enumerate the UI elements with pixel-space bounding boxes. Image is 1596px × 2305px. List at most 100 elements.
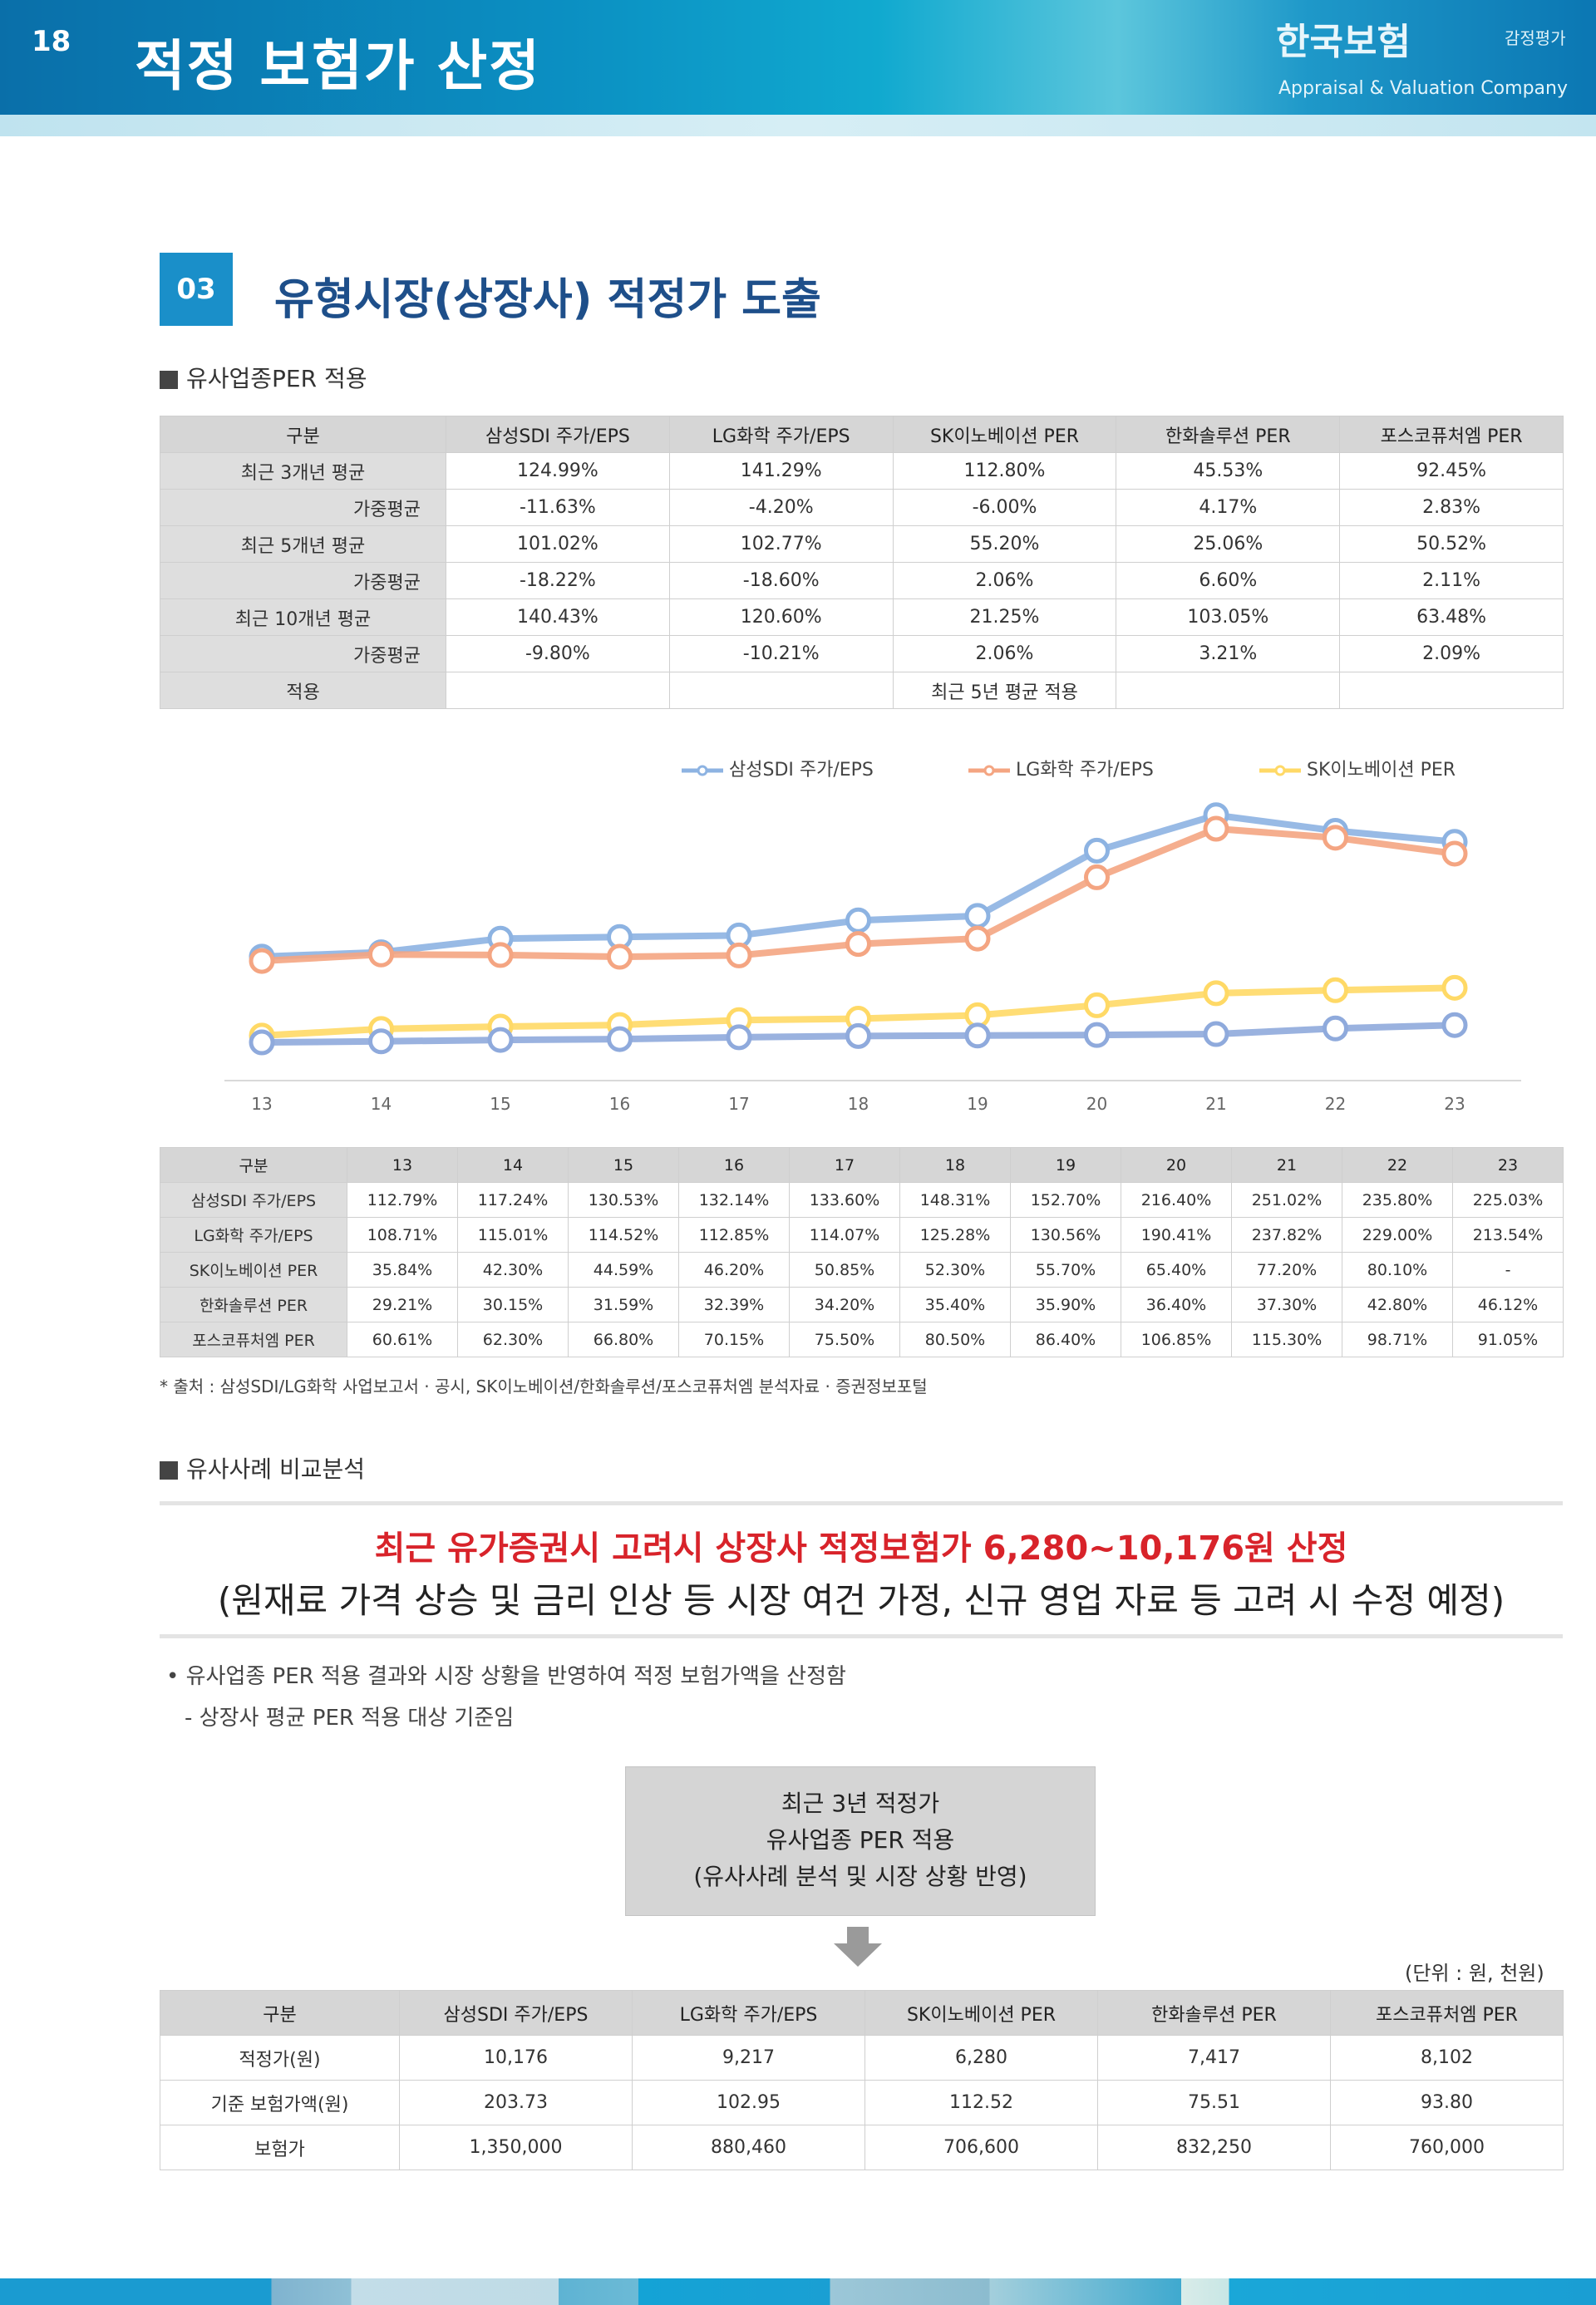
legend-line-icon [968,765,1010,776]
table-cell: 98.71% [1342,1322,1453,1357]
table-cell: 37.30% [1231,1287,1342,1322]
table-cell: 55.70% [1010,1252,1121,1288]
table-cell: 112.79% [347,1182,458,1218]
table-cell: 102.77% [668,525,894,563]
table-cell: 4.17% [1116,489,1341,526]
data-point [368,941,394,968]
table-row: 한화솔루션 PER 29.21% 30.15% 31.59% 32.39% 34.20% 3… [160,1287,1564,1322]
row-label-cell: 가중평균 [160,635,446,672]
data-point [964,903,991,929]
table-cell: 44.59% [568,1252,679,1288]
x-tick-label: 22 [1325,1094,1346,1114]
table-cell: 2.83% [1339,489,1564,526]
section-title: 유형시장(상장사) 적정가 도출 [274,275,821,325]
data-point [487,1027,514,1053]
table-header-cell: 15 [568,1147,679,1183]
table-row: 포스코퓨처엠 PER 60.61% 62.30% 66.80% 70.15% 75.50%… [160,1322,1564,1357]
data-point [1441,840,1468,867]
legend-label: SK이노베이션 PER [1307,760,1456,781]
table-cell: 140.43% [446,598,670,636]
table-cell: 251.02% [1231,1182,1342,1218]
data-point [726,1024,752,1051]
x-tick-label: 20 [1086,1094,1107,1114]
table-cell: 77.20% [1231,1252,1342,1288]
divider [160,1501,1563,1505]
table-cell: 30.15% [457,1287,569,1322]
page-title: 적정 보험가 산정 [135,34,541,98]
page-number: 18 [32,25,71,58]
table-cell: 63.48% [1339,598,1564,636]
table-cell: 8,102 [1330,2035,1564,2081]
x-tick-label: 16 [609,1094,630,1114]
table-cell: 36.40% [1121,1287,1232,1322]
table-header-cell: 구분 [160,1147,347,1183]
data-point [607,1026,633,1052]
table-cell: 9,217 [632,2035,865,2081]
table-cell: 152.70% [1010,1182,1121,1218]
legend-label: 삼성SDI 주가/EPS [729,760,874,781]
bullet-text: • 유사업종 PER 적용 결과와 시장 상황을 반영하여 적정 보험가액을 산… [166,1664,846,1689]
table-cell: 148.31% [899,1182,1011,1218]
table-cell: 1,350,000 [399,2125,633,2170]
table-cell: 80.10% [1342,1252,1453,1288]
table-cell: 35.84% [347,1252,458,1288]
table-cell: 229.00% [1342,1217,1453,1253]
legend-entry-sk: SK이노베이션 PER [1259,755,1456,781]
table-row: 가중평균 -11.63% -4.20% -6.00% 4.17% 2.83% [160,489,1564,526]
table-header-cell: 13 [347,1147,458,1183]
table-cell [1339,672,1564,709]
legend-label: LG화학 주가/EPS [1016,760,1154,781]
x-tick-label: 14 [371,1094,392,1114]
table-cell: 237.82% [1231,1217,1342,1253]
table-cell: 101.02% [446,525,670,563]
table-cell: - [1452,1252,1564,1288]
table-row: 최근 5개년 평균 101.02% 102.77% 55.20% 25.06% 50.52… [160,525,1564,563]
row-label-cell: 가중평균 [160,562,446,599]
company-logo-sub: 감정평가 [1505,28,1566,48]
table-cell: 706,600 [864,2125,1098,2170]
legend-entry-samsung: 삼성SDI 주가/EPS [682,755,874,781]
table-cell: 66.80% [568,1322,679,1357]
table-cell: 35.40% [899,1287,1011,1322]
table-row: 기준 보험가액(원) 203.73 102.95 112.52 75.51 93.80 [160,2080,1564,2125]
table-cell: 62.30% [457,1322,569,1357]
table-cell: -6.00% [892,489,1117,526]
data-point [1084,837,1110,864]
divider [160,1634,1563,1638]
page-header [0,0,1596,115]
row-label-cell: 적용 [160,672,446,709]
bullet-text: - 상장사 평균 PER 적용 대상 기준임 [185,1706,515,1731]
data-point [964,925,991,952]
data-point [1084,864,1110,890]
table-cell [668,672,894,709]
table-cell: 112.80% [892,452,1117,490]
table-row: 적정가(원) 10,176 9,217 6,280 7,417 8,102 [160,2035,1564,2081]
table-header-cell: 포스코퓨처엠 PER [1339,416,1564,453]
table-cell [1116,672,1341,709]
table-header-cell: 23 [1452,1147,1564,1183]
table-cell: -4.20% [668,489,894,526]
table-cell: 21.25% [892,598,1117,636]
table-cell: 60.61% [347,1322,458,1357]
table-cell: 120.60% [668,598,894,636]
table-cell: 880,460 [632,2125,865,2170]
table-cell: 6,280 [864,2035,1098,2081]
source-note: * 출처 : 삼성SDI/LG화학 사업보고서 · 공시, SK이노베이션/한화… [160,1377,928,1396]
table-cell: 91.05% [1452,1322,1564,1357]
table-cell: 3.21% [1116,635,1341,672]
x-tick-label: 19 [967,1094,988,1114]
table-row: 적용 최근 5년 평균 적용 [160,672,1564,709]
table-cell: -9.80% [446,635,670,672]
data-point [1323,1015,1348,1042]
row-label-cell: SK이노베이션 PER [160,1252,347,1288]
table-cell: 103.05% [1116,598,1341,636]
table-row: LG화학 주가/EPS 108.71% 115.01% 114.52% 112.85% 1… [160,1217,1564,1253]
table-cell: 70.15% [678,1322,790,1357]
x-tick-label: 23 [1444,1094,1465,1114]
per-yearly-table: 구분 13 14 15 16 17 18 19 20 21 22 23 삼성SDI 주가/EPS 112… [160,1147,1564,1357]
table-cell: 203.73 [399,2080,633,2125]
table-cell: 114.07% [789,1217,900,1253]
table-row: 최근 10개년 평균 140.43% 120.60% 21.25% 103.05% 63.… [160,598,1564,636]
subsection-label: 유사사례 비교분석 [186,1455,365,1483]
data-point [1203,815,1229,842]
